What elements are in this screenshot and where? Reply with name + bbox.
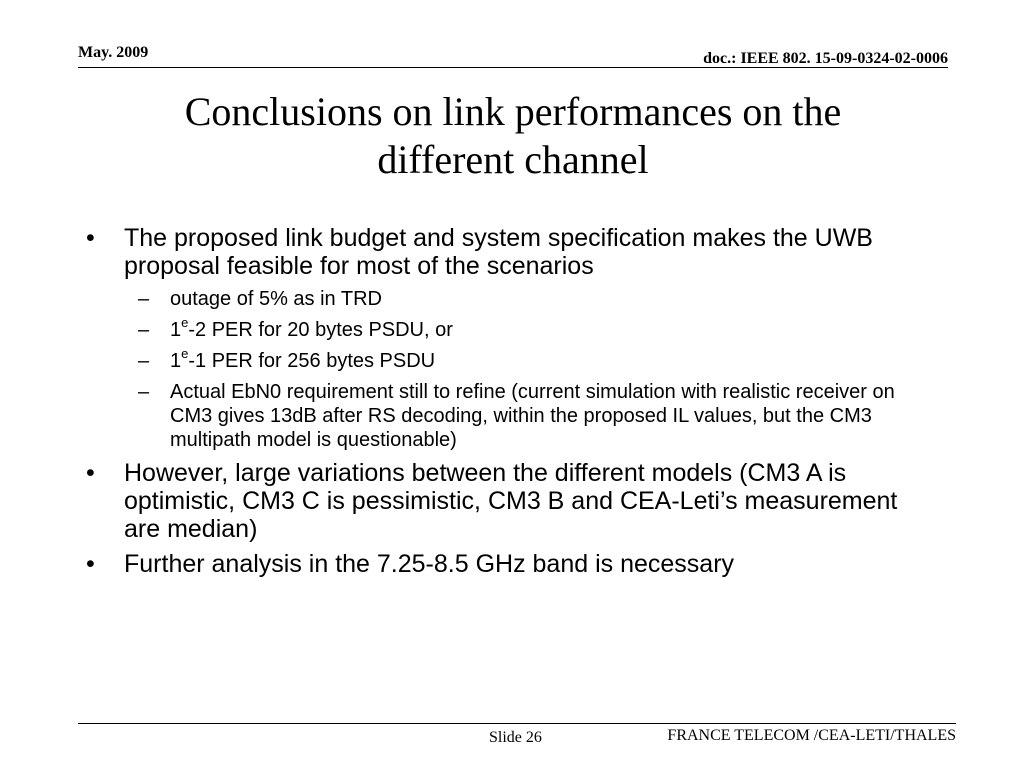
bullet-text: The proposed link budget and system spec…	[124, 224, 873, 280]
dash-icon: –	[138, 319, 150, 341]
sub-bullet-text: 1e-1 PER for 256 bytes PSDU	[170, 346, 436, 372]
sub-bullet-item: – outage of 5% as in TRD	[86, 287, 936, 311]
header-doc-id: doc.: IEEE 802. 15-09-0324-02-0006	[703, 50, 948, 67]
sub-bullet-text: outage of 5% as in TRD	[170, 288, 382, 310]
header-date: May. 2009	[78, 44, 149, 61]
bullet-icon: •	[86, 550, 95, 578]
header-rule	[78, 67, 948, 68]
bullet-icon: •	[86, 224, 95, 252]
dash-icon: –	[138, 350, 150, 372]
sub-bullet-item: – 1e-1 PER for 256 bytes PSDU	[86, 346, 936, 373]
bullet-text: However, large variations between the di…	[124, 459, 898, 543]
bullet-item: • Further analysis in the 7.25-8.5 GHz b…	[86, 550, 936, 578]
slide-title-line-2: different channel	[377, 137, 649, 182]
bullet-text: Further analysis in the 7.25-8.5 GHz ban…	[124, 550, 735, 578]
dash-icon: –	[138, 288, 150, 310]
dash-icon: –	[138, 381, 150, 403]
sub-bullet-text: 1e-2 PER for 20 bytes PSDU, or	[170, 315, 453, 341]
slide-body: • The proposed link budget and system sp…	[86, 224, 936, 585]
footer-rule	[78, 723, 956, 724]
bullet-icon: •	[86, 459, 95, 487]
sub-bullet-text: Actual EbN0 requirement still to refine …	[170, 381, 895, 451]
bullet-item: • However, large variations between the …	[86, 459, 936, 543]
slide-number: Slide 26	[489, 729, 542, 746]
sub-bullet-item: – 1e-2 PER for 20 bytes PSDU, or	[86, 315, 936, 342]
slide-title: Conclusions on link performances on the …	[78, 88, 948, 184]
footer-organization: FRANCE TELECOM /CEA-LETI/THALES	[667, 727, 956, 744]
sub-bullet-item: – Actual EbN0 requirement still to refin…	[86, 380, 936, 452]
slide-title-line-1: Conclusions on link performances on the	[184, 89, 842, 134]
bullet-item: • The proposed link budget and system sp…	[86, 224, 936, 280]
